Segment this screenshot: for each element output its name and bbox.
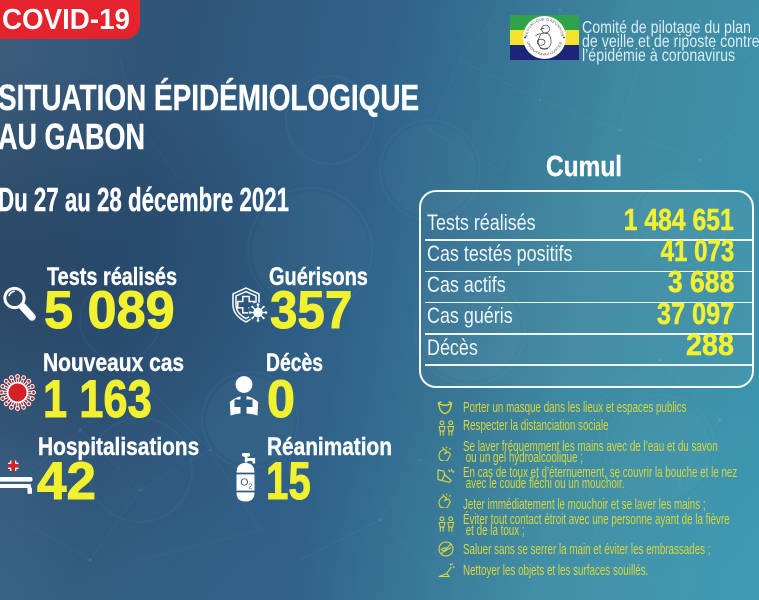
svg-text:2: 2 [248, 484, 252, 491]
svg-text:O: O [240, 477, 248, 489]
